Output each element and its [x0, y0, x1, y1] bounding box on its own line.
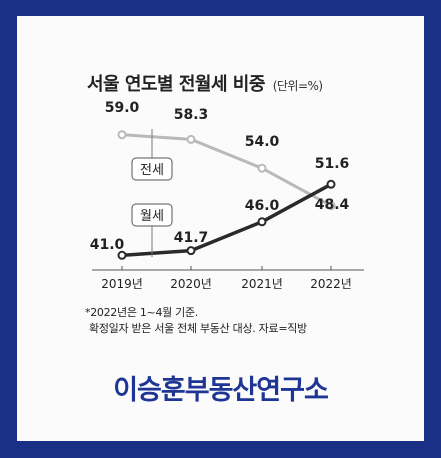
- series-line-월세: [121, 182, 332, 258]
- series-label-box: [131, 157, 173, 181]
- series-label-wolse: 월세: [140, 209, 164, 224]
- data-point: [186, 134, 196, 144]
- data-point: [326, 201, 336, 211]
- footnote-source: 확정일자 받은 서울 전체 부동산 대상. 자료=직방: [89, 322, 307, 335]
- data-label: 41.0: [90, 237, 125, 253]
- data-point: [257, 163, 267, 173]
- data-point: [257, 217, 267, 227]
- data-label: 41.7: [174, 230, 209, 246]
- data-point: [117, 250, 127, 260]
- footnote-period: *2022년은 1~4월 기준.: [85, 306, 198, 319]
- data-point: [326, 179, 336, 189]
- x-tick-label: 2020년: [170, 277, 212, 291]
- chart-title: 서울 연도별 전월세 비중 (단위=%): [87, 74, 323, 95]
- data-label: 46.0: [245, 198, 280, 214]
- series-label-box: [131, 203, 173, 227]
- chart-card: [17, 16, 424, 441]
- data-label: 54.0: [245, 134, 280, 150]
- series-label-jeonse: 전세: [140, 163, 164, 178]
- unit-label: (단위=%): [272, 79, 323, 93]
- data-label: 58.3: [174, 107, 209, 123]
- x-tick-label: 2022년: [310, 277, 352, 291]
- data-label: 48.4: [315, 197, 350, 213]
- data-point: [117, 130, 127, 140]
- x-tick-label: 2021년: [241, 277, 283, 291]
- data-label: 59.0: [105, 100, 140, 116]
- x-tick-label: 2019년: [101, 277, 143, 291]
- series-line-전세: [121, 133, 332, 208]
- brand-name: 이승훈부동산연구소: [113, 375, 329, 406]
- data-label: 51.6: [315, 156, 350, 172]
- data-point: [186, 246, 196, 256]
